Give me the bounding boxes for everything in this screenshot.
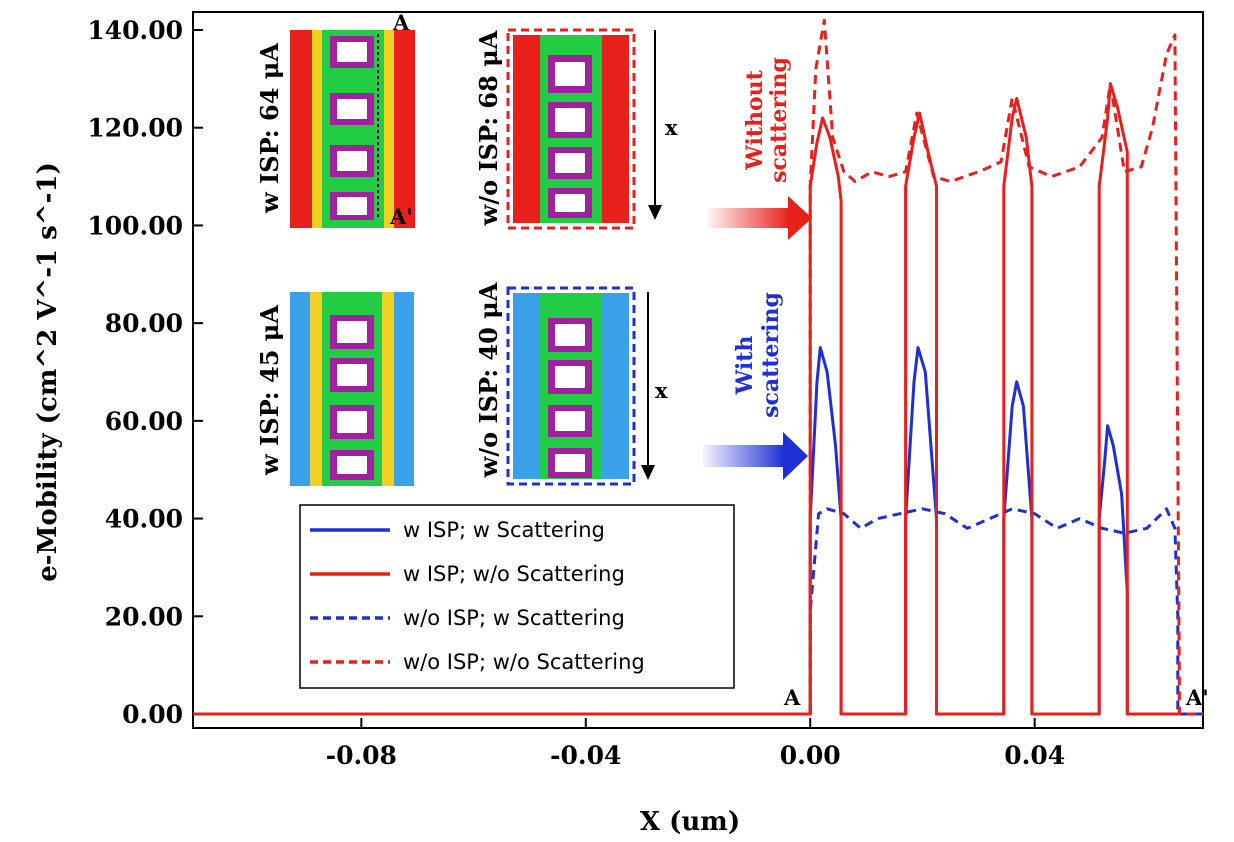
inset-label-w-isp-64: w ISP: 64 μA	[255, 43, 284, 214]
legend-label: w ISP; w/o Scattering	[403, 562, 625, 586]
x-tick-label: -0.08	[326, 741, 397, 770]
inset-marker-a-prime: A'	[389, 204, 413, 229]
without-scattering-line1: Without	[742, 69, 768, 171]
x-tick-label: -0.04	[550, 741, 621, 770]
with-scattering-line1: With	[732, 336, 758, 396]
inset-w-isp-blue: w ISP: 45 μA	[255, 292, 414, 486]
axis-ticks: 0.00 20.00 40.00 60.00 80.00 100.00 120.00 140.…	[87, 16, 1065, 770]
x-tick-label: 0.00	[780, 741, 841, 770]
point-a-label: A	[783, 685, 801, 710]
y-tick-label: 0.00	[122, 700, 183, 729]
inset-x-arrow-label-1: x	[665, 115, 678, 140]
y-tick-label: 60.00	[105, 407, 183, 436]
legend-label: w/o ISP; w Scattering	[403, 606, 625, 630]
plot-frame	[192, 11, 1204, 729]
y-axis-label: e-Mobility (cm^2 V^-1 s^-1)	[33, 162, 63, 582]
y-tick-label: 100.00	[87, 211, 183, 240]
inset-wo-isp-red: w/o ISP: 68 μA x	[474, 28, 678, 230]
series-line-w-isp-w-o-scattering	[193, 82, 1181, 716]
inset-label-wo-isp-68: w/o ISP: 68 μA	[474, 30, 503, 226]
inset-x-arrow-label-2: x	[655, 378, 668, 403]
with-scattering-line2: scattering	[758, 292, 784, 418]
inset-label-wo-isp-40: w/o ISP: 40 μA	[474, 282, 503, 478]
legend-label: w/o ISP; w/o Scattering	[403, 650, 645, 674]
inset-w-isp-red: w ISP: 64 μA A A'	[255, 10, 415, 229]
legend: w ISP; w Scattering w ISP; w/o Scattering…	[299, 504, 735, 689]
series-line-w-o-isp-w-o-scattering	[808, 18, 1203, 716]
y-tick-label: 140.00	[87, 16, 183, 45]
without-scattering-line2: scattering	[766, 57, 792, 183]
point-a-prime-label: A'	[1185, 685, 1209, 710]
y-tick-label: 20.00	[105, 602, 183, 631]
red-arrow-icon	[708, 196, 812, 240]
inset-marker-a: A	[392, 10, 410, 35]
series-line-w-o-isp-w-scattering	[808, 507, 1203, 716]
x-tick-label: 0.04	[1004, 741, 1065, 770]
legend-label: w ISP; w Scattering	[403, 518, 605, 542]
y-tick-label: 80.00	[105, 309, 183, 338]
y-tick-label: 40.00	[105, 505, 183, 534]
series-lines	[193, 18, 1203, 716]
y-tick-label: 120.00	[87, 114, 183, 143]
blue-arrow-icon	[703, 432, 808, 480]
inset-label-w-isp-45: w ISP: 45 μA	[255, 305, 284, 476]
inset-wo-isp-blue: w/o ISP: 40 μA x	[474, 282, 668, 486]
x-axis-label: X (um)	[640, 807, 740, 837]
